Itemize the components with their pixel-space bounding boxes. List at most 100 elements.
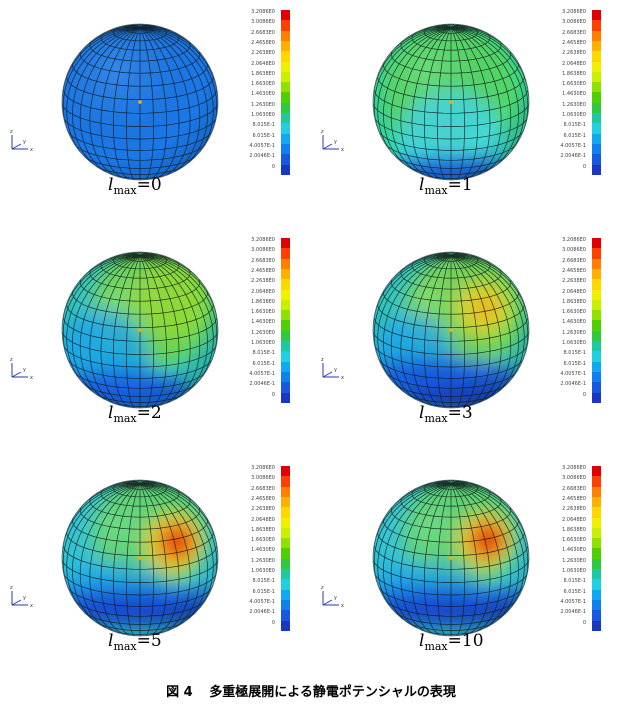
center-point-marker <box>138 328 142 332</box>
colorbar-swatch <box>281 40 290 52</box>
colorbar-tick-label: 6.015E-1 <box>563 588 586 595</box>
lmax-caption: lmax=3 <box>419 403 473 425</box>
colorbar-tick-label: 1.8638E0 <box>562 526 586 533</box>
colorbar-tick-label: 2.0046E-1 <box>249 381 275 388</box>
lmax-symbol: l <box>419 631 425 651</box>
colorbar-swatch <box>281 392 290 404</box>
colorbar-tick-label: 2.6683E0 <box>562 257 586 264</box>
panel-lmax-3: z y x 3.2086E0 3.0086E0 2.6683E0 2.4658E0 2.263… <box>311 228 621 454</box>
axis-triad-icon: z yx <box>10 585 33 609</box>
colorbar-swatch <box>592 517 601 529</box>
lmax-value: =5 <box>136 631 162 651</box>
colorbar-swatch <box>281 113 290 124</box>
colorbar-tick-label: 4.0057E-1 <box>249 370 275 377</box>
colorbar-swatch <box>281 486 290 498</box>
colorbar-swatch <box>281 143 290 155</box>
colorbar-swatch <box>592 299 601 311</box>
panel-lmax-2: z y x 3.2086E0 3.0086E0 2.6683E0 2.4658E0 2.263… <box>0 228 310 454</box>
axis-x-label: x <box>341 375 344 381</box>
center-point-marker <box>138 556 142 560</box>
colorbar-swatch <box>281 279 290 290</box>
colorbar-swatch <box>592 51 601 62</box>
colorbar-swatch <box>592 579 601 590</box>
colorbar-swatch <box>592 330 601 342</box>
colorbar-tick-label: 2.4658E0 <box>251 267 275 274</box>
colorbar-swatch <box>281 258 290 270</box>
colorbar-tick-label: 2.2638E0 <box>562 506 586 513</box>
colorbar-tick-label: 3.2086E0 <box>251 465 275 471</box>
lmax-caption: lmax=10 <box>419 631 484 653</box>
axis-triad-icon: z yx <box>321 129 344 153</box>
center-point-marker <box>138 100 142 104</box>
colorbar-tick-label: 1.8638E0 <box>251 70 275 77</box>
axis-x-label: x <box>30 375 33 381</box>
axis-z-label: z <box>321 585 324 591</box>
colorbar-swatch <box>592 82 601 93</box>
colorbar-tick-label: 1.0630E0 <box>251 112 275 118</box>
colorbar-tick-label: 0 <box>582 391 586 398</box>
colorbar-swatch <box>281 361 290 373</box>
figure-number: 図 4 <box>166 685 193 700</box>
colorbar-swatch <box>281 71 290 83</box>
lmax-subscript: max <box>424 184 448 197</box>
colorbar-legend: 3.2086E0 3.0086E0 2.6683E0 2.4658E0 2.2638E0… <box>554 465 612 642</box>
colorbar-legend: 3.2086E0 3.0086E0 2.6683E0 2.4658E0 2.2638E0… <box>554 9 612 186</box>
colorbar-tick-label: 2.6683E0 <box>251 485 275 492</box>
colorbar-swatch <box>281 20 290 31</box>
colorbar-tick-label: 6.015E-1 <box>252 132 275 139</box>
colorbar-tick-label: 8.015E-1 <box>252 350 275 357</box>
colorbar-swatch <box>281 620 290 632</box>
center-point-marker <box>449 100 453 104</box>
colorbar-tick-label: 4.0057E-1 <box>560 142 586 149</box>
colorbar-swatch <box>592 279 601 290</box>
colorbar-tick-label: 1.0630E0 <box>562 340 586 346</box>
colorbar-swatch <box>592 486 601 498</box>
axis-y-label: y <box>334 139 337 145</box>
colorbar-swatch <box>592 310 601 321</box>
axis-z-label: z <box>10 585 13 591</box>
colorbar-swatch <box>281 238 290 249</box>
colorbar-tick-label: 1.6630E0 <box>251 309 275 316</box>
lmax-value: =0 <box>136 175 162 195</box>
colorbar-tick-label: 1.2630E0 <box>251 329 275 336</box>
panel-lmax-10: z y x 3.2086E0 3.0086E0 2.6683E0 2.4658E0 2.263… <box>311 456 621 682</box>
colorbar-tick-label: 3.0086E0 <box>562 475 586 482</box>
colorbar-tick-label: 2.0648E0 <box>251 516 275 523</box>
colorbar-swatch <box>592 30 601 42</box>
colorbar-tick-label: 3.0086E0 <box>562 19 586 26</box>
colorbar-tick-label: 2.0648E0 <box>562 516 586 523</box>
colorbar-tick-label: 1.2630E0 <box>251 101 275 108</box>
colorbar-tick-label: 1.8638E0 <box>562 298 586 305</box>
colorbar-swatch <box>281 30 290 42</box>
colorbar-swatch <box>281 341 290 352</box>
colorbar-tick-label: 2.6683E0 <box>251 29 275 36</box>
colorbar-tick-label: 1.6630E0 <box>562 537 586 544</box>
colorbar-tick-label: 4.0057E-1 <box>560 370 586 377</box>
colorbar-tick-label: 4.0057E-1 <box>249 598 275 605</box>
lmax-symbol: l <box>419 175 425 195</box>
colorbar-tick-label: 4.0057E-1 <box>249 142 275 149</box>
colorbar-tick-label: 2.2638E0 <box>562 50 586 57</box>
lmax-value: =10 <box>447 631 484 651</box>
colorbar-legend: 3.2086E0 3.0086E0 2.6683E0 2.4658E0 2.2638E0… <box>243 237 301 414</box>
lmax-symbol: l <box>108 631 114 651</box>
colorbar-swatch <box>592 476 601 487</box>
colorbar-tick-label: 1.0630E0 <box>251 568 275 574</box>
colorbar-swatch <box>281 123 290 134</box>
center-point-marker <box>449 328 453 332</box>
colorbar-swatch <box>281 496 290 508</box>
colorbar-tick-label: 8.015E-1 <box>563 122 586 129</box>
colorbar-tick-label: 1.8638E0 <box>251 298 275 305</box>
colorbar-tick-label: 1.4630E0 <box>251 91 275 98</box>
colorbar-tick-label: 0 <box>271 163 275 170</box>
colorbar-swatch <box>592 268 601 280</box>
axis-x-label: x <box>341 603 344 609</box>
colorbar-swatch <box>281 299 290 311</box>
colorbar-tick-label: 2.0046E-1 <box>249 609 275 616</box>
colorbar-tick-label: 2.2638E0 <box>251 50 275 57</box>
colorbar-swatch <box>281 320 290 331</box>
colorbar-tick-label: 6.015E-1 <box>563 360 586 367</box>
colorbar-swatch <box>592 351 601 362</box>
colorbar-swatch <box>592 548 601 559</box>
axis-y-label: y <box>23 595 26 601</box>
